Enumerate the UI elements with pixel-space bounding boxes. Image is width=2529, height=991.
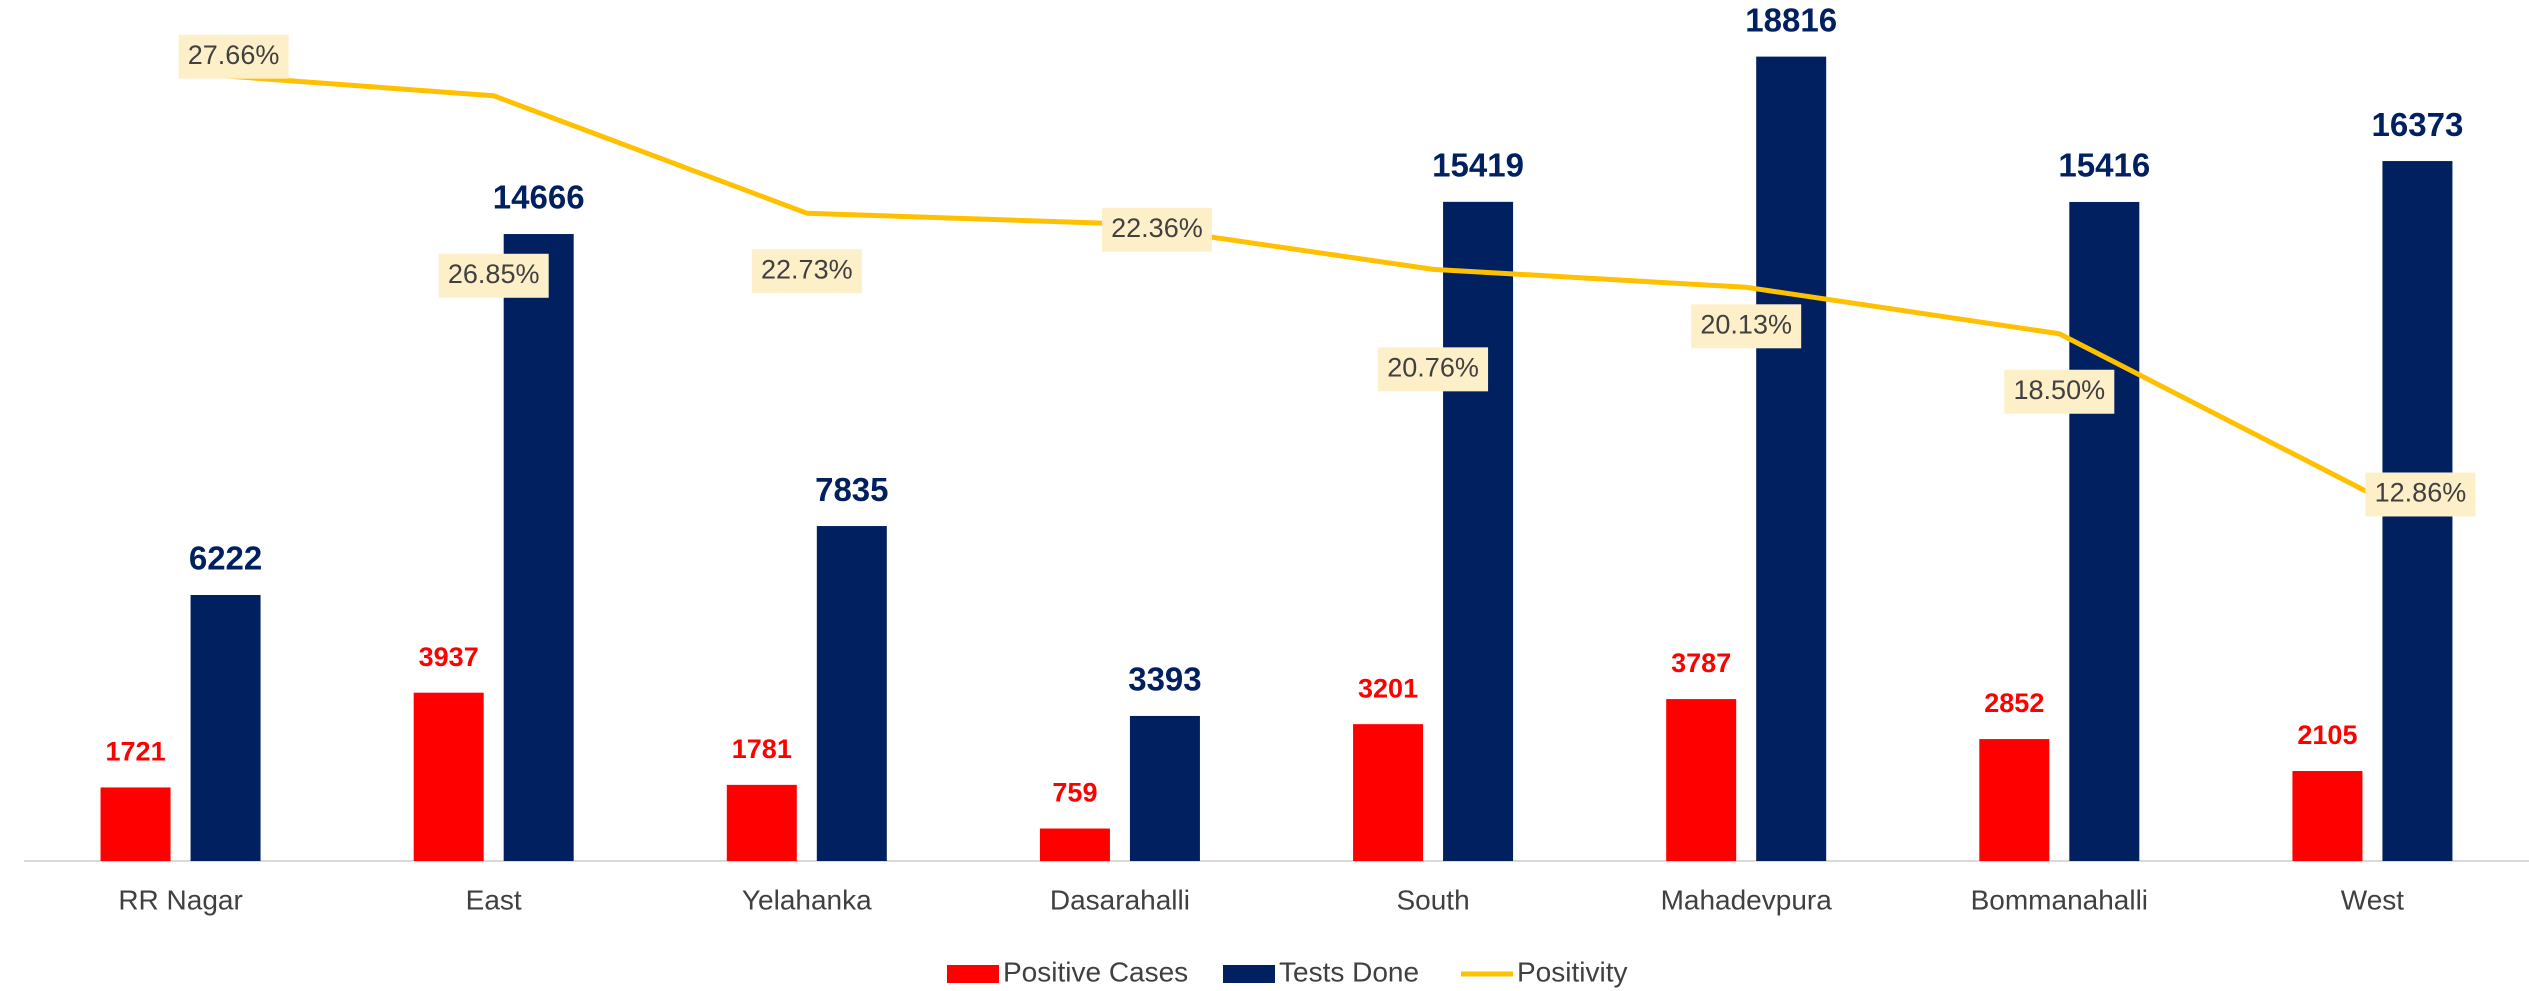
bar xyxy=(190,595,261,861)
data-label: 3393 xyxy=(1128,661,1201,698)
data-label: 3937 xyxy=(419,642,479,672)
data-label-box xyxy=(1378,347,1489,392)
data-label: 15419 xyxy=(1432,147,1524,184)
data-label-box xyxy=(2365,472,2476,517)
x-tick-label: RR Nagar xyxy=(118,884,242,915)
x-tick-label: Mahadevpura xyxy=(1661,884,1833,915)
bar xyxy=(1129,715,1200,861)
data-label: 759 xyxy=(1052,778,1097,808)
x-tick-label: South xyxy=(1396,884,1469,915)
data-label: 3787 xyxy=(1671,648,1731,678)
bar xyxy=(1756,56,1827,861)
bar xyxy=(816,526,887,861)
data-label-box xyxy=(1691,304,1802,349)
data-label: 18816 xyxy=(1745,1,1837,38)
bar xyxy=(100,787,171,861)
data-label: 3201 xyxy=(1358,673,1418,703)
data-label: 1781 xyxy=(732,734,792,764)
data-label: 20.13% xyxy=(1700,309,1792,339)
x-tick-label: East xyxy=(466,884,522,915)
data-label: 18.50% xyxy=(2014,375,2106,405)
data-label: 2105 xyxy=(2297,720,2357,750)
bar xyxy=(1443,201,1514,861)
bar xyxy=(1353,724,1424,861)
bar xyxy=(1039,828,1110,861)
bar xyxy=(726,784,797,861)
data-label: 26.85% xyxy=(448,259,540,289)
bar xyxy=(2292,771,2363,861)
bar xyxy=(503,234,574,861)
x-tick-label: West xyxy=(2341,884,2404,915)
data-label: 12.86% xyxy=(2375,478,2467,508)
data-label: 2852 xyxy=(1984,688,2044,718)
bar xyxy=(2069,201,2140,861)
legend-label: Positivity xyxy=(1517,956,1627,987)
legend-swatch xyxy=(1223,965,1275,983)
x-tick-label: Yelahanka xyxy=(742,884,872,915)
bar xyxy=(413,692,484,861)
legend-label: Positive Cases xyxy=(1003,956,1188,987)
data-label-box xyxy=(751,249,862,294)
data-label-box xyxy=(2004,369,2115,414)
bar xyxy=(1979,739,2050,861)
x-tick-label: Bommanahalli xyxy=(1971,884,2148,915)
data-label: 14666 xyxy=(493,179,585,216)
bar xyxy=(1666,699,1737,861)
data-label: 1721 xyxy=(106,737,166,767)
data-label: 27.66% xyxy=(188,40,280,70)
data-label-box xyxy=(438,253,549,298)
legend-label: Tests Done xyxy=(1279,956,1419,987)
data-label: 15416 xyxy=(2058,147,2150,184)
line xyxy=(180,70,2374,497)
data-label: 16373 xyxy=(2372,106,2464,143)
data-label-box xyxy=(178,34,289,79)
data-label: 22.36% xyxy=(1111,213,1203,243)
data-label: 7835 xyxy=(815,471,888,508)
data-label: 20.76% xyxy=(1387,352,1479,382)
data-label-box xyxy=(1101,207,1212,252)
data-label: 22.73% xyxy=(761,254,853,284)
data-label: 6222 xyxy=(189,540,262,577)
x-tick-label: Dasarahalli xyxy=(1050,884,1190,915)
legend-swatch xyxy=(947,965,999,983)
